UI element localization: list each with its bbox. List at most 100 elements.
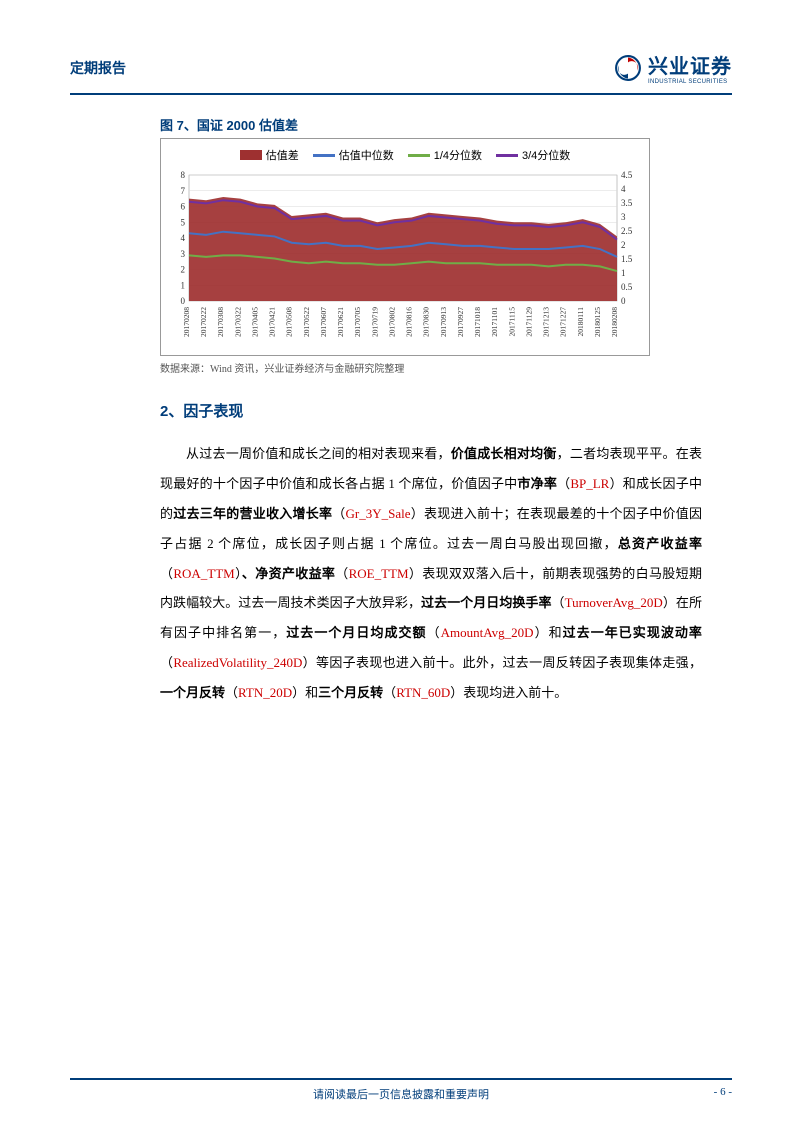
text-run: ）和: [292, 685, 318, 700]
svg-text:20170421: 20170421: [268, 307, 277, 337]
legend-label: 3/4分位数: [522, 147, 570, 163]
svg-text:4: 4: [621, 184, 626, 194]
svg-text:20170508: 20170508: [285, 307, 294, 337]
svg-text:20171227: 20171227: [559, 307, 568, 337]
text-bold: 一个月反转: [160, 685, 225, 700]
svg-text:0.5: 0.5: [621, 282, 633, 292]
text-bold: 过去一年已实现波动率: [563, 625, 702, 640]
svg-text:4.5: 4.5: [621, 170, 633, 180]
svg-text:20170802: 20170802: [387, 307, 396, 337]
svg-text:20170927: 20170927: [456, 307, 465, 337]
legend-item: 估值中位数: [313, 147, 394, 163]
svg-text:0: 0: [621, 296, 626, 306]
text-code: Gr_3Y_Sale: [345, 506, 410, 521]
legend-label: 估值差: [266, 147, 299, 163]
legend-item: 估值差: [240, 147, 299, 163]
svg-text:20170830: 20170830: [422, 307, 431, 337]
text-bold: 价值成长相对均衡: [451, 446, 557, 461]
text-bold: 过去一个月日均成交额: [286, 625, 426, 640]
page-footer: 请阅读最后一页信息披露和重要声明 - 6 -: [70, 1078, 732, 1098]
chart-section: 图 7、国证 2000 估值差 估值差 估值中位数 1/4分位数 3/4分位数 0 1 2…: [160, 115, 732, 375]
svg-text:20180111: 20180111: [576, 307, 585, 337]
svg-text:2: 2: [621, 240, 626, 250]
section-title: 2、因子表现: [160, 400, 732, 421]
page-number: - 6 -: [714, 1086, 732, 1098]
logo-icon: [614, 54, 642, 82]
chart-container: 估值差估值中位数1/4分位数3/4分位数 01234567800.511.522…: [160, 138, 650, 356]
svg-text:20170208: 20170208: [182, 307, 191, 337]
text-code: RTN_20D: [238, 685, 292, 700]
svg-text:0: 0: [181, 296, 186, 306]
text-code: BP_LR: [570, 476, 609, 491]
text-bold: 过去一个月日均换手率: [421, 595, 552, 610]
text-run: （: [427, 625, 441, 640]
legend-item: 3/4分位数: [496, 147, 570, 163]
svg-text:20170621: 20170621: [336, 307, 345, 337]
text-run: （: [335, 566, 348, 581]
text-run: （: [160, 655, 173, 670]
logo-text-cn: 兴业证券: [648, 50, 732, 79]
legend-swatch: [240, 150, 262, 160]
svg-text:20170308: 20170308: [216, 307, 225, 337]
text-run: （: [332, 506, 345, 521]
svg-text:20180208: 20180208: [610, 307, 619, 337]
svg-text:3: 3: [621, 212, 626, 222]
text-run: （: [552, 595, 565, 610]
chart-canvas: 01234567800.511.522.533.544.520170208201…: [167, 169, 643, 349]
svg-text:20171129: 20171129: [524, 307, 533, 337]
text-run: ）和: [534, 625, 563, 640]
svg-text:1: 1: [181, 280, 186, 290]
svg-text:20170816: 20170816: [405, 307, 414, 337]
text-run: ）: [235, 566, 242, 581]
svg-text:20170913: 20170913: [439, 307, 448, 337]
chart-legend: 估值差 估值中位数 1/4分位数 3/4分位数: [167, 145, 643, 165]
svg-text:3: 3: [181, 249, 186, 259]
text-run: 从过去一周价值和成长之间的相对表现来看，: [186, 446, 451, 461]
text-run: （: [557, 476, 570, 491]
text-bold: 市净率: [517, 476, 557, 491]
svg-text:20171115: 20171115: [507, 307, 516, 337]
page-header: 定期报告 兴业证券 INDUSTRIAL SECURITIES: [70, 50, 732, 95]
text-bold: 过去三年的营业收入增长率: [173, 506, 332, 521]
text-code: AmountAvg_20D: [441, 625, 534, 640]
svg-text:2: 2: [181, 265, 186, 275]
svg-text:8: 8: [181, 170, 186, 180]
report-type: 定期报告: [70, 58, 126, 78]
svg-text:1: 1: [621, 268, 626, 278]
svg-text:20170405: 20170405: [250, 307, 259, 337]
svg-text:20170222: 20170222: [199, 307, 208, 337]
text-run: （: [225, 685, 238, 700]
text-run: ）等因子表现也进入前十。此外，过去一周反转因子表现集体走强，: [302, 655, 702, 670]
chart-title: 图 7、国证 2000 估值差: [160, 115, 732, 134]
svg-text:20170705: 20170705: [353, 307, 362, 337]
text-run: （: [383, 685, 396, 700]
svg-text:4: 4: [181, 233, 186, 243]
text-run: ）表现均进入前十。: [450, 685, 567, 700]
svg-text:6: 6: [181, 202, 186, 212]
text-code: ROA_TTM: [173, 566, 234, 581]
legend-label: 1/4分位数: [434, 147, 482, 163]
legend-swatch: [408, 154, 430, 157]
body-paragraph: 从过去一周价值和成长之间的相对表现来看，价值成长相对均衡，二者均表现平平。在表现…: [160, 439, 702, 708]
legend-label: 估值中位数: [339, 147, 394, 163]
text-code: TurnoverAvg_20D: [565, 595, 663, 610]
text-bold: 总资产收益率: [618, 536, 702, 551]
footer-disclaimer: 请阅读最后一页信息披露和重要声明: [313, 1086, 489, 1102]
legend-swatch: [496, 154, 518, 157]
svg-text:2.5: 2.5: [621, 226, 633, 236]
text-code: RealizedVolatility_240D: [173, 655, 302, 670]
svg-text:20171101: 20171101: [490, 307, 499, 337]
text-code: ROE_TTM: [349, 566, 409, 581]
legend-item: 1/4分位数: [408, 147, 482, 163]
svg-text:20180125: 20180125: [593, 307, 602, 337]
svg-text:20171213: 20171213: [542, 307, 551, 337]
legend-swatch: [313, 154, 335, 157]
svg-text:1.5: 1.5: [621, 254, 633, 264]
svg-text:5: 5: [181, 217, 186, 227]
text-run: （: [160, 566, 173, 581]
svg-text:3.5: 3.5: [621, 198, 633, 208]
svg-text:20170322: 20170322: [233, 307, 242, 337]
text-bold: 三个月反转: [318, 685, 383, 700]
svg-text:20170719: 20170719: [370, 307, 379, 337]
svg-text:20171018: 20171018: [473, 307, 482, 337]
